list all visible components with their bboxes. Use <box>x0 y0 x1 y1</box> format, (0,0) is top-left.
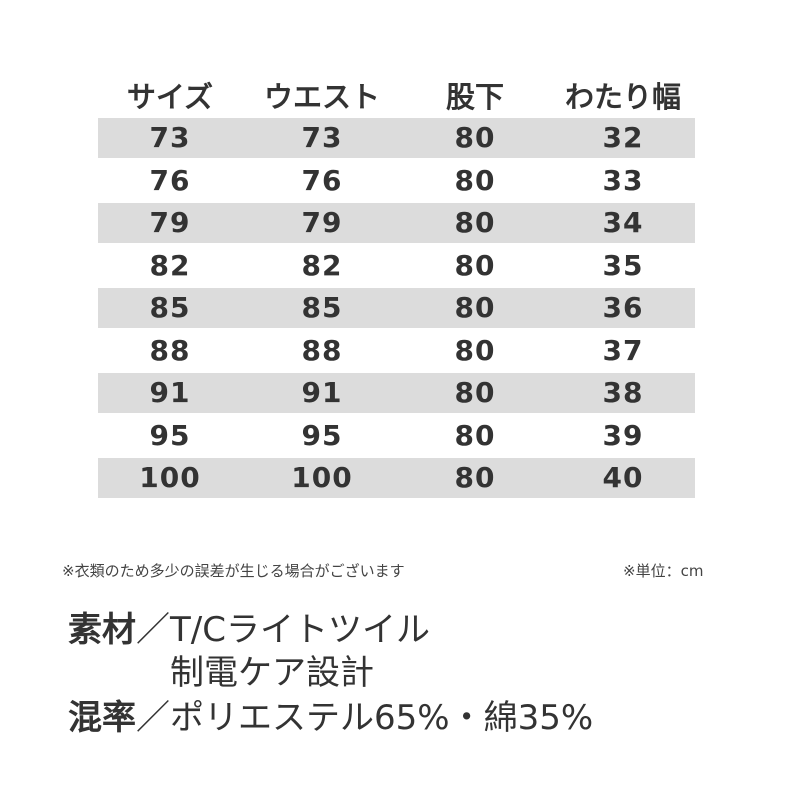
cell-waist: 91 <box>301 376 343 409</box>
cell-thigh-width: 33 <box>602 163 644 197</box>
table-row: 95 95 80 39 <box>98 416 695 456</box>
cell-inseam: 80 <box>454 163 496 197</box>
material-line: 素材／T/Cライトツイル <box>68 602 430 651</box>
cell-inseam: 80 <box>454 206 496 239</box>
table-row: 91 91 80 38 <box>98 373 695 413</box>
cell-thigh-width: 38 <box>602 376 644 409</box>
cell-inseam: 80 <box>454 121 496 154</box>
cell-thigh-width: 39 <box>602 418 644 452</box>
cell-thigh-width: 35 <box>602 248 644 282</box>
cell-size: 73 <box>149 121 191 154</box>
blend-value: ／ポリエステル65%・綿35% <box>136 698 594 738</box>
cell-thigh-width: 37 <box>602 333 644 367</box>
cell-waist: 100 <box>291 461 353 494</box>
cell-inseam: 80 <box>454 333 496 367</box>
cell-thigh-width: 36 <box>602 291 644 324</box>
disclaimer-note: ※衣類のため多少の誤差が生じる場合がございます <box>62 562 405 580</box>
table-row: 100 100 80 40 <box>98 458 695 498</box>
cell-size: 85 <box>149 291 191 324</box>
header-size: サイズ <box>126 80 214 114</box>
material-extra: 制電ケア設計 <box>170 653 374 693</box>
cell-thigh-width: 40 <box>602 461 644 494</box>
header-waist: ウエスト <box>263 80 381 114</box>
cell-waist: 79 <box>301 206 343 239</box>
table-row: 82 82 80 35 <box>98 246 695 286</box>
cell-waist: 73 <box>301 121 343 154</box>
cell-size: 79 <box>149 206 191 239</box>
cell-size: 91 <box>149 376 191 409</box>
cell-size: 76 <box>149 163 191 197</box>
cell-waist: 95 <box>301 418 343 452</box>
table-row: 73 73 80 32 <box>98 118 695 158</box>
cell-inseam: 80 <box>454 376 496 409</box>
cell-size: 88 <box>149 333 191 367</box>
cell-thigh-width: 34 <box>602 206 644 239</box>
blend-label: 混率 <box>68 698 136 738</box>
material-label: 素材 <box>68 610 136 650</box>
cell-waist: 85 <box>301 291 343 324</box>
table-row: 79 79 80 34 <box>98 203 695 243</box>
table-row: 76 76 80 33 <box>98 161 695 201</box>
unit-note: ※単位：cm <box>623 562 704 580</box>
cell-waist: 82 <box>301 248 343 282</box>
header-inseam: 股下 <box>445 80 505 114</box>
material-value: ／T/Cライトツイル <box>136 610 430 650</box>
cell-size: 100 <box>139 461 201 494</box>
cell-size: 82 <box>149 248 191 282</box>
blend-line: 混率／ポリエステル65%・綿35% <box>68 690 593 739</box>
cell-size: 95 <box>149 418 191 452</box>
cell-inseam: 80 <box>454 291 496 324</box>
cell-waist: 88 <box>301 333 343 367</box>
cell-thigh-width: 32 <box>602 121 644 154</box>
cell-inseam: 80 <box>454 248 496 282</box>
table-row: 85 85 80 36 <box>98 288 695 328</box>
cell-waist: 76 <box>301 163 343 197</box>
cell-inseam: 80 <box>454 461 496 494</box>
table-row: 88 88 80 37 <box>98 331 695 371</box>
header-thigh-width: わたり幅 <box>564 80 682 114</box>
cell-inseam: 80 <box>454 418 496 452</box>
